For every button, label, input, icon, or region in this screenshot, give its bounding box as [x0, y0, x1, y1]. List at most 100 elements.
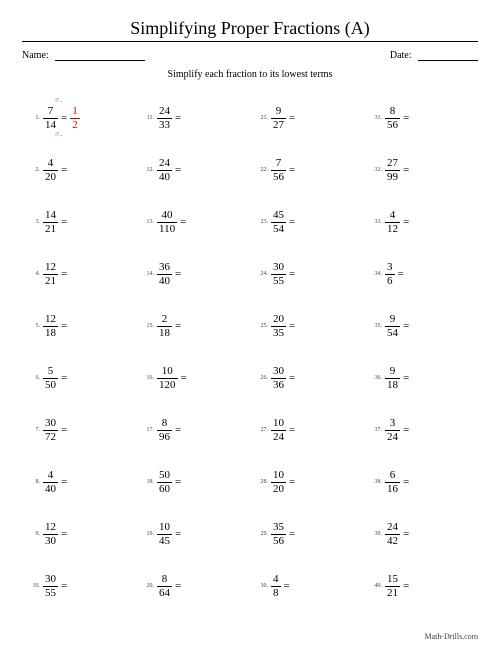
fraction-numerator: 8 [160, 418, 170, 430]
problem-number: 40. [370, 583, 382, 589]
fraction-denominator: 21 [43, 222, 58, 235]
fraction-numerator: 4 [271, 574, 281, 586]
fraction-denominator: 33 [157, 118, 172, 131]
fraction: 420 [43, 158, 58, 183]
fraction: 3640 [157, 262, 172, 287]
equals-sign: = [61, 164, 67, 176]
fraction: 218 [157, 314, 172, 339]
example-answer: ÷7 →÷7 →12 [70, 106, 80, 131]
equals-sign: = [175, 164, 181, 176]
instruction-text: Simplify each fraction to its lowest ter… [22, 69, 478, 80]
fraction: 10120 [157, 366, 178, 391]
problem: 18.5060= [136, 456, 250, 508]
equals-sign: = [398, 268, 404, 280]
footer-credit: Math-Drills.com [424, 632, 478, 641]
problem-number: 35. [370, 323, 382, 329]
problem: 39.2442= [364, 508, 478, 560]
equals-sign: = [289, 112, 295, 124]
date-underline[interactable] [418, 51, 478, 61]
fraction-denominator: 56 [271, 170, 286, 183]
problem: 40.1521= [364, 560, 478, 612]
fraction-numerator: 7 [46, 106, 56, 118]
fraction-numerator: 4 [388, 210, 398, 222]
fraction-numerator: 35 [271, 522, 286, 534]
fraction-denominator: 21 [385, 586, 400, 599]
fraction: 2433 [157, 106, 172, 131]
fraction-numerator: 30 [271, 366, 286, 378]
answer-fraction: 12 [70, 106, 80, 131]
fraction: 3556 [271, 522, 286, 547]
problem-number: 25. [256, 323, 268, 329]
annotation-top: ÷7 → [48, 99, 68, 104]
problem: 20.864= [136, 560, 250, 612]
fraction-numerator: 3 [388, 418, 398, 430]
problem-number: 2. [28, 167, 40, 173]
equals-sign: = [180, 216, 186, 228]
meta-row: Name: Date: [22, 50, 478, 61]
fraction: 2035 [271, 314, 286, 339]
equals-sign: = [284, 580, 290, 592]
problem: 10.3055= [22, 560, 136, 612]
fraction-denominator: 55 [43, 586, 58, 599]
equals-sign: = [403, 580, 409, 592]
fraction: 1221 [43, 262, 58, 287]
problem: 12.2440= [136, 144, 250, 196]
answer-numerator: 1 [70, 106, 80, 118]
fraction-denominator: 27 [271, 118, 286, 131]
problem-number: 22. [256, 167, 268, 173]
problem-number: 11. [142, 115, 154, 121]
problem: 29.3556= [250, 508, 364, 560]
problem-number: 36. [370, 375, 382, 381]
problem-number: 3. [28, 219, 40, 225]
fraction-numerator: 6 [388, 470, 398, 482]
fraction-denominator: 18 [157, 326, 172, 339]
fraction-numerator: 12 [43, 522, 58, 534]
problem: 35.954= [364, 300, 478, 352]
date-label: Date: [390, 50, 412, 61]
problem-number: 33. [370, 219, 382, 225]
fraction-denominator: 40 [157, 274, 172, 287]
fraction: 1024 [271, 418, 286, 443]
problem: 11.2433= [136, 92, 250, 144]
fraction: 2440 [157, 158, 172, 183]
problem: 31.856= [364, 92, 478, 144]
equals-sign: = [61, 216, 67, 228]
problem: 4.1221= [22, 248, 136, 300]
name-label: Name: [22, 50, 49, 61]
problem-number: 19. [142, 531, 154, 537]
fraction: 36 [385, 262, 395, 287]
fraction: 3036 [271, 366, 286, 391]
problem-number: 26. [256, 375, 268, 381]
problem: 17.896= [136, 404, 250, 456]
problem: 9.1230= [22, 508, 136, 560]
equals-sign: = [175, 580, 181, 592]
fraction: 918 [385, 366, 400, 391]
problem: 30.48= [250, 560, 364, 612]
fraction-numerator: 12 [43, 314, 58, 326]
fraction-numerator: 9 [274, 106, 284, 118]
equals-sign: = [289, 320, 295, 332]
fraction-denominator: 56 [271, 534, 286, 547]
problem-number: 23. [256, 219, 268, 225]
problem-number: 20. [142, 583, 154, 589]
fraction: 714 [43, 106, 58, 131]
problem-number: 4. [28, 271, 40, 277]
fraction-numerator: 30 [43, 418, 58, 430]
equals-sign: = [403, 424, 409, 436]
fraction-numerator: 8 [388, 106, 398, 118]
problem: 21.927= [250, 92, 364, 144]
equals-sign: = [289, 268, 295, 280]
title-rule [22, 41, 478, 42]
fraction-numerator: 45 [271, 210, 286, 222]
fraction-denominator: 24 [271, 430, 286, 443]
fraction-numerator: 4 [46, 158, 56, 170]
problem-number: 39. [370, 531, 382, 537]
fraction-denominator: 96 [157, 430, 172, 443]
problem-number: 1. [28, 115, 40, 121]
problem: 19.1045= [136, 508, 250, 560]
problem-number: 30. [256, 583, 268, 589]
problem-number: 14. [142, 271, 154, 277]
name-underline[interactable] [55, 51, 145, 61]
problem-number: 8. [28, 479, 40, 485]
fraction-denominator: 50 [43, 378, 58, 391]
